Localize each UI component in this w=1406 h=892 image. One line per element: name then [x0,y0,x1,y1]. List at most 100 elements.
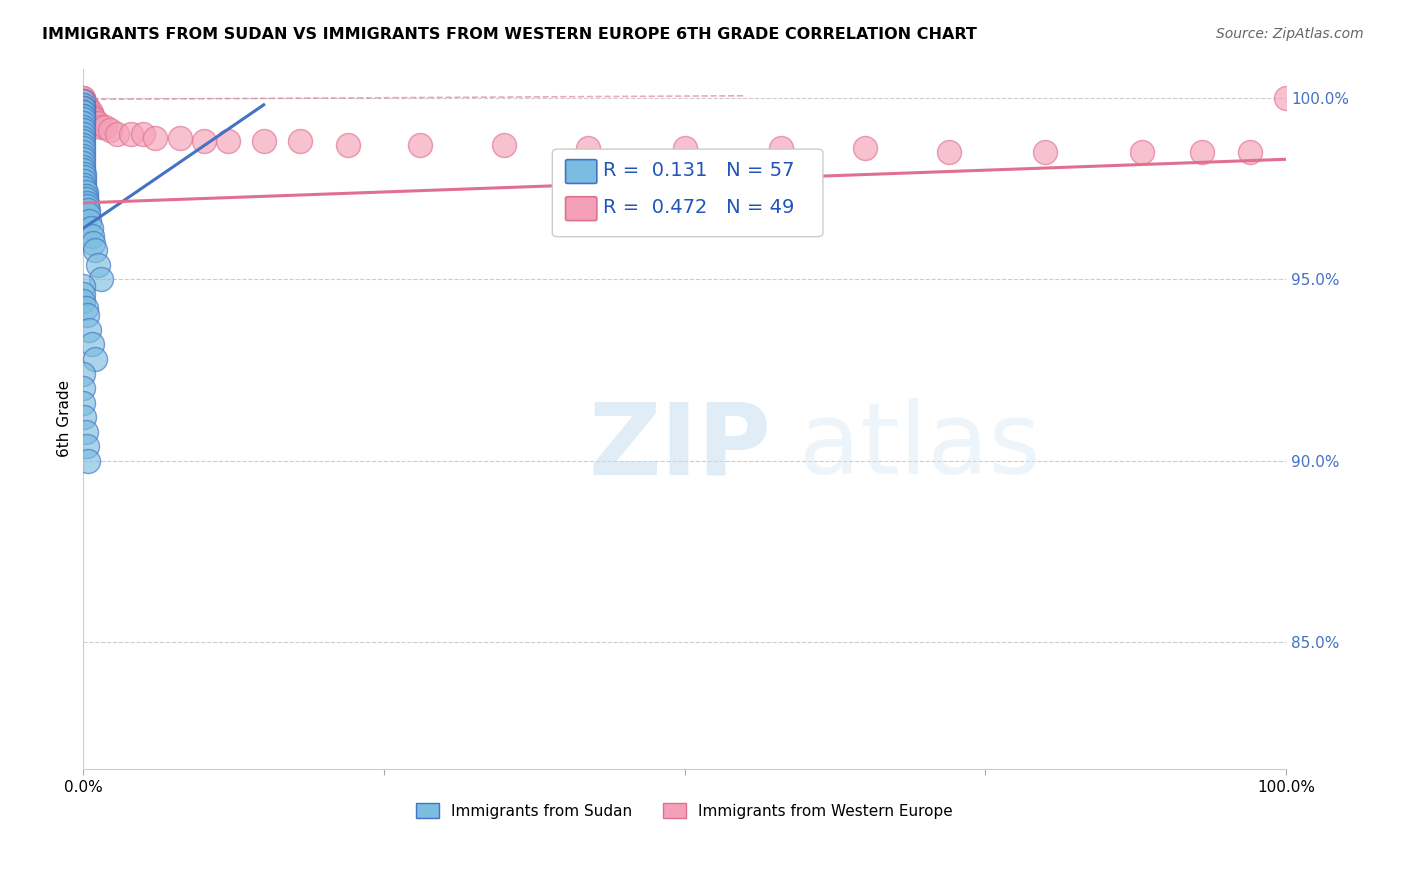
Point [75,301,97,315]
Point [673,141,696,155]
Legend: Immigrants from Sudan, Immigrants from Western Europe: Immigrants from Sudan, Immigrants from W… [411,797,959,825]
Point [80,109,103,123]
Point [120,127,142,141]
Point [217,134,239,148]
Point [72,94,94,108]
Text: Source: ZipAtlas.com: Source: ZipAtlas.com [1216,27,1364,41]
Point [73,410,96,425]
Point [72,94,94,108]
Point [1239,145,1261,159]
Point [79,105,101,120]
Point [336,137,359,152]
Point [75,102,97,116]
Point [98,123,121,137]
Point [72,293,94,308]
Point [76,195,98,210]
Point [72,90,94,104]
Point [72,149,94,163]
Point [169,130,191,145]
FancyBboxPatch shape [565,160,596,184]
Point [72,153,94,167]
Point [72,130,94,145]
Point [80,337,103,351]
Point [73,178,96,192]
Text: R =  0.131   N = 57: R = 0.131 N = 57 [603,161,794,180]
Point [84,243,107,257]
Point [87,258,110,272]
Text: atlas: atlas [799,399,1040,495]
Point [72,98,94,112]
Point [84,351,107,366]
Point [769,141,792,155]
Point [72,123,94,137]
Point [938,145,960,159]
Point [73,102,96,116]
Point [72,163,94,178]
Point [79,109,101,123]
Point [193,134,215,148]
Point [77,102,100,116]
Point [77,453,100,467]
Point [72,94,94,108]
Point [72,381,94,395]
Point [72,134,94,148]
Point [72,367,94,381]
Point [1035,145,1057,159]
Point [76,309,98,323]
Point [72,137,94,152]
Point [1130,145,1153,159]
Point [72,116,94,130]
Point [494,137,516,152]
Point [76,102,98,116]
Point [83,112,105,127]
Text: R =  0.472   N = 49: R = 0.472 N = 49 [603,199,794,218]
Point [75,425,97,439]
Point [578,141,600,155]
Point [80,112,103,127]
Point [1191,145,1213,159]
Point [87,116,110,130]
FancyBboxPatch shape [553,149,823,236]
Point [94,120,117,134]
Point [72,145,94,159]
Point [73,98,96,112]
Point [77,207,100,221]
Point [80,228,103,243]
Point [145,130,167,145]
Point [75,192,97,206]
Point [73,181,96,195]
Point [73,174,96,188]
Point [1275,90,1298,104]
Point [82,235,104,250]
Point [75,188,97,202]
Point [76,105,98,120]
Point [72,102,94,116]
Text: ZIP: ZIP [589,399,772,495]
Point [132,127,155,141]
Point [288,134,311,148]
Point [75,98,97,112]
Point [73,94,96,108]
Point [72,120,94,134]
Point [72,141,94,155]
Point [79,323,101,337]
Point [853,141,876,155]
Point [84,116,107,130]
Text: IMMIGRANTS FROM SUDAN VS IMMIGRANTS FROM WESTERN EUROPE 6TH GRADE CORRELATION CH: IMMIGRANTS FROM SUDAN VS IMMIGRANTS FROM… [42,27,977,42]
Y-axis label: 6th Grade: 6th Grade [58,380,72,458]
Point [72,127,94,141]
Point [72,98,94,112]
Point [90,120,112,134]
Point [72,102,94,116]
Point [72,105,94,120]
Point [72,395,94,409]
Point [253,134,276,148]
Point [72,160,94,174]
Point [72,105,94,120]
Point [76,200,98,214]
Point [79,105,101,120]
Point [72,112,94,127]
Point [105,127,128,141]
Point [72,156,94,170]
Point [77,105,100,120]
